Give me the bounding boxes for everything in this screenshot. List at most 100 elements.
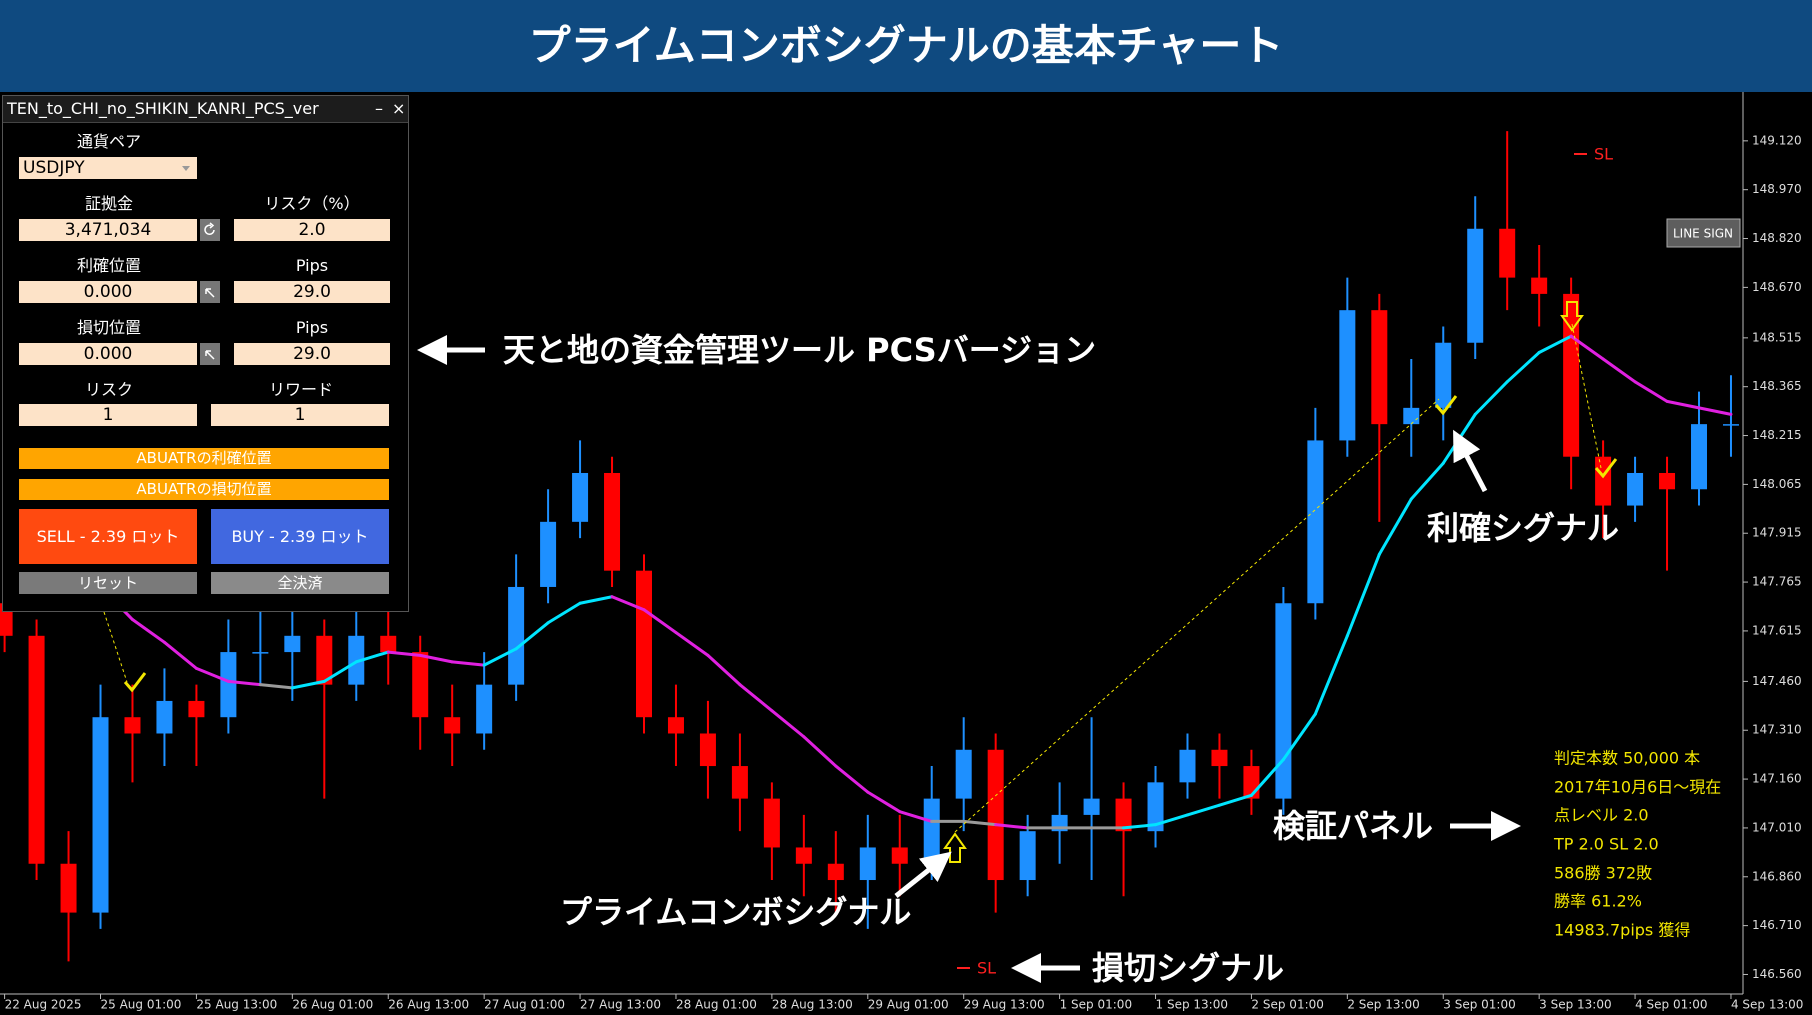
pick-button[interactable] bbox=[200, 343, 220, 365]
x-tick-label: 29 Aug 13:00 bbox=[964, 998, 1045, 1012]
candle-body bbox=[636, 570, 652, 718]
ma-segment bbox=[866, 790, 902, 814]
x-tick-label: 25 Aug 01:00 bbox=[101, 998, 182, 1012]
ma-segment bbox=[802, 735, 838, 768]
candle-body bbox=[1371, 310, 1388, 425]
ma-segment bbox=[1217, 793, 1253, 807]
ma-segment bbox=[1601, 357, 1637, 384]
stat: 586勝 372敗 bbox=[1554, 864, 1652, 883]
candle-body bbox=[1531, 277, 1548, 294]
candle-body bbox=[60, 863, 77, 913]
ma-segment bbox=[418, 653, 454, 664]
ma-segment bbox=[1185, 803, 1221, 817]
ma-segment bbox=[738, 683, 774, 713]
y-tick-label: 148.820 bbox=[1752, 231, 1802, 245]
y-tick-label: 147.310 bbox=[1752, 723, 1802, 737]
label: 損切位置 bbox=[76, 318, 141, 337]
y-tick-label: 147.615 bbox=[1752, 623, 1802, 637]
x-tick-label: 1 Sep 13:00 bbox=[1156, 998, 1228, 1012]
ma-segment bbox=[226, 679, 262, 687]
y-tick-label: 147.160 bbox=[1752, 772, 1802, 786]
buy-button[interactable]: BUY - 2.39 ロット bbox=[211, 509, 389, 564]
ma-segment bbox=[1537, 334, 1573, 355]
ma-segment bbox=[1377, 497, 1413, 556]
panel-titlebar: TEN_to_CHI_no_SHIKIN_KANRI_PCS_ver – × bbox=[3, 96, 408, 123]
risk-ratio-input[interactable]: 1 bbox=[19, 404, 197, 426]
ma-segment bbox=[1154, 813, 1189, 827]
pick-button[interactable] bbox=[200, 281, 220, 303]
x-tick-label: 26 Aug 13:00 bbox=[388, 998, 469, 1012]
panel-title: TEN_to_CHI_no_SHIKIN_KANRI_PCS_ver bbox=[7, 99, 319, 118]
candle-body bbox=[1307, 440, 1324, 604]
pair-select[interactable]: USDJPY bbox=[19, 157, 197, 179]
x-tick-label: 3 Sep 13:00 bbox=[1539, 998, 1611, 1012]
annotation: 天と地の資金管理ツール PCSバージョン bbox=[503, 331, 1096, 369]
exit-signal bbox=[1560, 301, 1584, 332]
y-tick-label: 148.065 bbox=[1752, 477, 1802, 491]
candle-body bbox=[540, 521, 557, 587]
close-button[interactable]: × bbox=[392, 99, 406, 118]
ma-segment bbox=[1665, 399, 1701, 410]
refresh-button[interactable] bbox=[200, 219, 220, 241]
candle-body bbox=[1275, 603, 1292, 799]
candle-body bbox=[1403, 407, 1420, 425]
reset-button[interactable]: リセット bbox=[19, 572, 197, 594]
sl-input[interactable]: 0.000 bbox=[19, 343, 197, 365]
ma-segment bbox=[1249, 758, 1285, 797]
signal-link bbox=[1571, 323, 1602, 469]
ma-segment bbox=[162, 640, 198, 670]
candle-body bbox=[763, 798, 780, 848]
abuatr-sl-button[interactable]: ABUATRの損切位置 bbox=[19, 479, 389, 500]
ma-segment bbox=[1441, 412, 1477, 465]
margin-input[interactable]: 3,471,034 bbox=[19, 219, 197, 241]
ma-segment bbox=[770, 709, 806, 739]
tp-input[interactable]: 0.000 bbox=[19, 281, 197, 303]
candle-body bbox=[188, 700, 205, 718]
candle-body bbox=[1659, 472, 1676, 490]
line-sign-label[interactable]: LINE SIGN bbox=[1673, 227, 1733, 241]
minimize-button[interactable]: – bbox=[375, 99, 383, 118]
risk-input[interactable]: 2.0 bbox=[234, 219, 390, 241]
ma-segment bbox=[386, 650, 422, 657]
tp-pips-input[interactable]: 29.0 bbox=[234, 281, 390, 303]
sl-pips-input[interactable]: 29.0 bbox=[234, 343, 390, 365]
label: リワード bbox=[268, 380, 333, 399]
label: Pips bbox=[295, 256, 329, 275]
candle-body bbox=[731, 766, 748, 799]
stat: TP 2.0 SL 2.0 bbox=[1553, 835, 1659, 854]
candle-body bbox=[412, 652, 429, 718]
ma-segment bbox=[610, 595, 646, 612]
candle-body bbox=[604, 472, 621, 571]
reward-ratio-input[interactable]: 1 bbox=[211, 404, 389, 426]
candle-body bbox=[923, 798, 940, 864]
candle-body bbox=[124, 717, 141, 734]
annotation: 損切シグナル bbox=[1092, 949, 1284, 987]
candle-body bbox=[1722, 424, 1739, 426]
ma-segment bbox=[962, 819, 998, 827]
candle-body bbox=[1147, 782, 1164, 832]
ma-segment bbox=[290, 679, 326, 690]
ma-segment bbox=[1569, 334, 1605, 361]
ma-segment bbox=[322, 660, 358, 683]
check bbox=[1594, 458, 1618, 479]
close-all-button[interactable]: 全決済 bbox=[211, 572, 389, 594]
candle-body bbox=[156, 700, 173, 734]
abuatr-tp-button[interactable]: ABUATRの利確位置 bbox=[19, 448, 389, 469]
candle-body bbox=[699, 733, 716, 767]
ma-segment bbox=[1697, 406, 1733, 416]
stat: 点レベル 2.0 bbox=[1554, 806, 1649, 825]
candle-body bbox=[1115, 798, 1132, 832]
ma-segment bbox=[450, 660, 486, 667]
candle-body bbox=[1691, 424, 1708, 490]
stat: 14983.7pips 獲得 bbox=[1554, 921, 1690, 940]
line-sign-button[interactable] bbox=[1666, 218, 1741, 248]
x-tick-label: 3 Sep 01:00 bbox=[1443, 998, 1515, 1012]
sell-button[interactable]: SELL - 2.39 ロット bbox=[19, 509, 197, 564]
x-tick-label: 4 Sep 13:00 bbox=[1731, 998, 1803, 1012]
ma-segment bbox=[514, 621, 550, 651]
ma-segment bbox=[674, 631, 710, 657]
x-tick-label: 26 Aug 01:00 bbox=[292, 998, 373, 1012]
y-tick-label: 148.365 bbox=[1752, 379, 1802, 393]
